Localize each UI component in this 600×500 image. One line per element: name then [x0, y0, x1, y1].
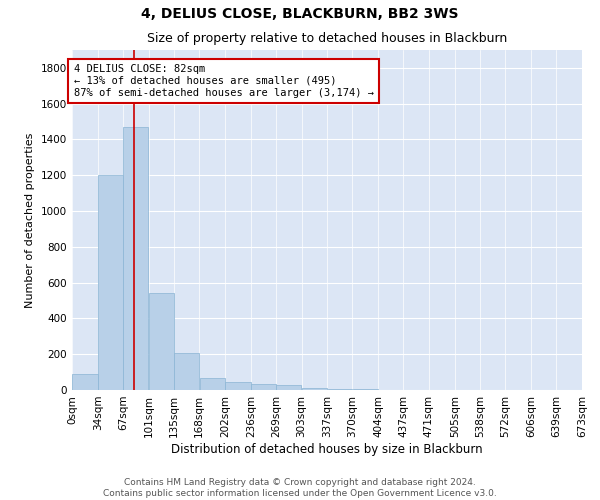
- Text: Contains HM Land Registry data © Crown copyright and database right 2024.
Contai: Contains HM Land Registry data © Crown c…: [103, 478, 497, 498]
- Bar: [72, 374, 98, 390]
- X-axis label: Distribution of detached houses by size in Blackburn: Distribution of detached houses by size …: [171, 442, 483, 456]
- Bar: [199, 378, 225, 390]
- Bar: [276, 384, 301, 390]
- Bar: [251, 384, 275, 390]
- Text: 4 DELIUS CLOSE: 82sqm
← 13% of detached houses are smaller (495)
87% of semi-det: 4 DELIUS CLOSE: 82sqm ← 13% of detached …: [74, 64, 374, 98]
- Bar: [149, 294, 174, 390]
- Bar: [175, 354, 199, 390]
- Bar: [225, 382, 251, 390]
- Bar: [328, 389, 352, 390]
- Bar: [98, 176, 122, 390]
- Bar: [302, 388, 327, 390]
- Y-axis label: Number of detached properties: Number of detached properties: [25, 132, 35, 308]
- Text: 4, DELIUS CLOSE, BLACKBURN, BB2 3WS: 4, DELIUS CLOSE, BLACKBURN, BB2 3WS: [141, 8, 459, 22]
- Title: Size of property relative to detached houses in Blackburn: Size of property relative to detached ho…: [147, 32, 507, 44]
- Bar: [123, 127, 148, 390]
